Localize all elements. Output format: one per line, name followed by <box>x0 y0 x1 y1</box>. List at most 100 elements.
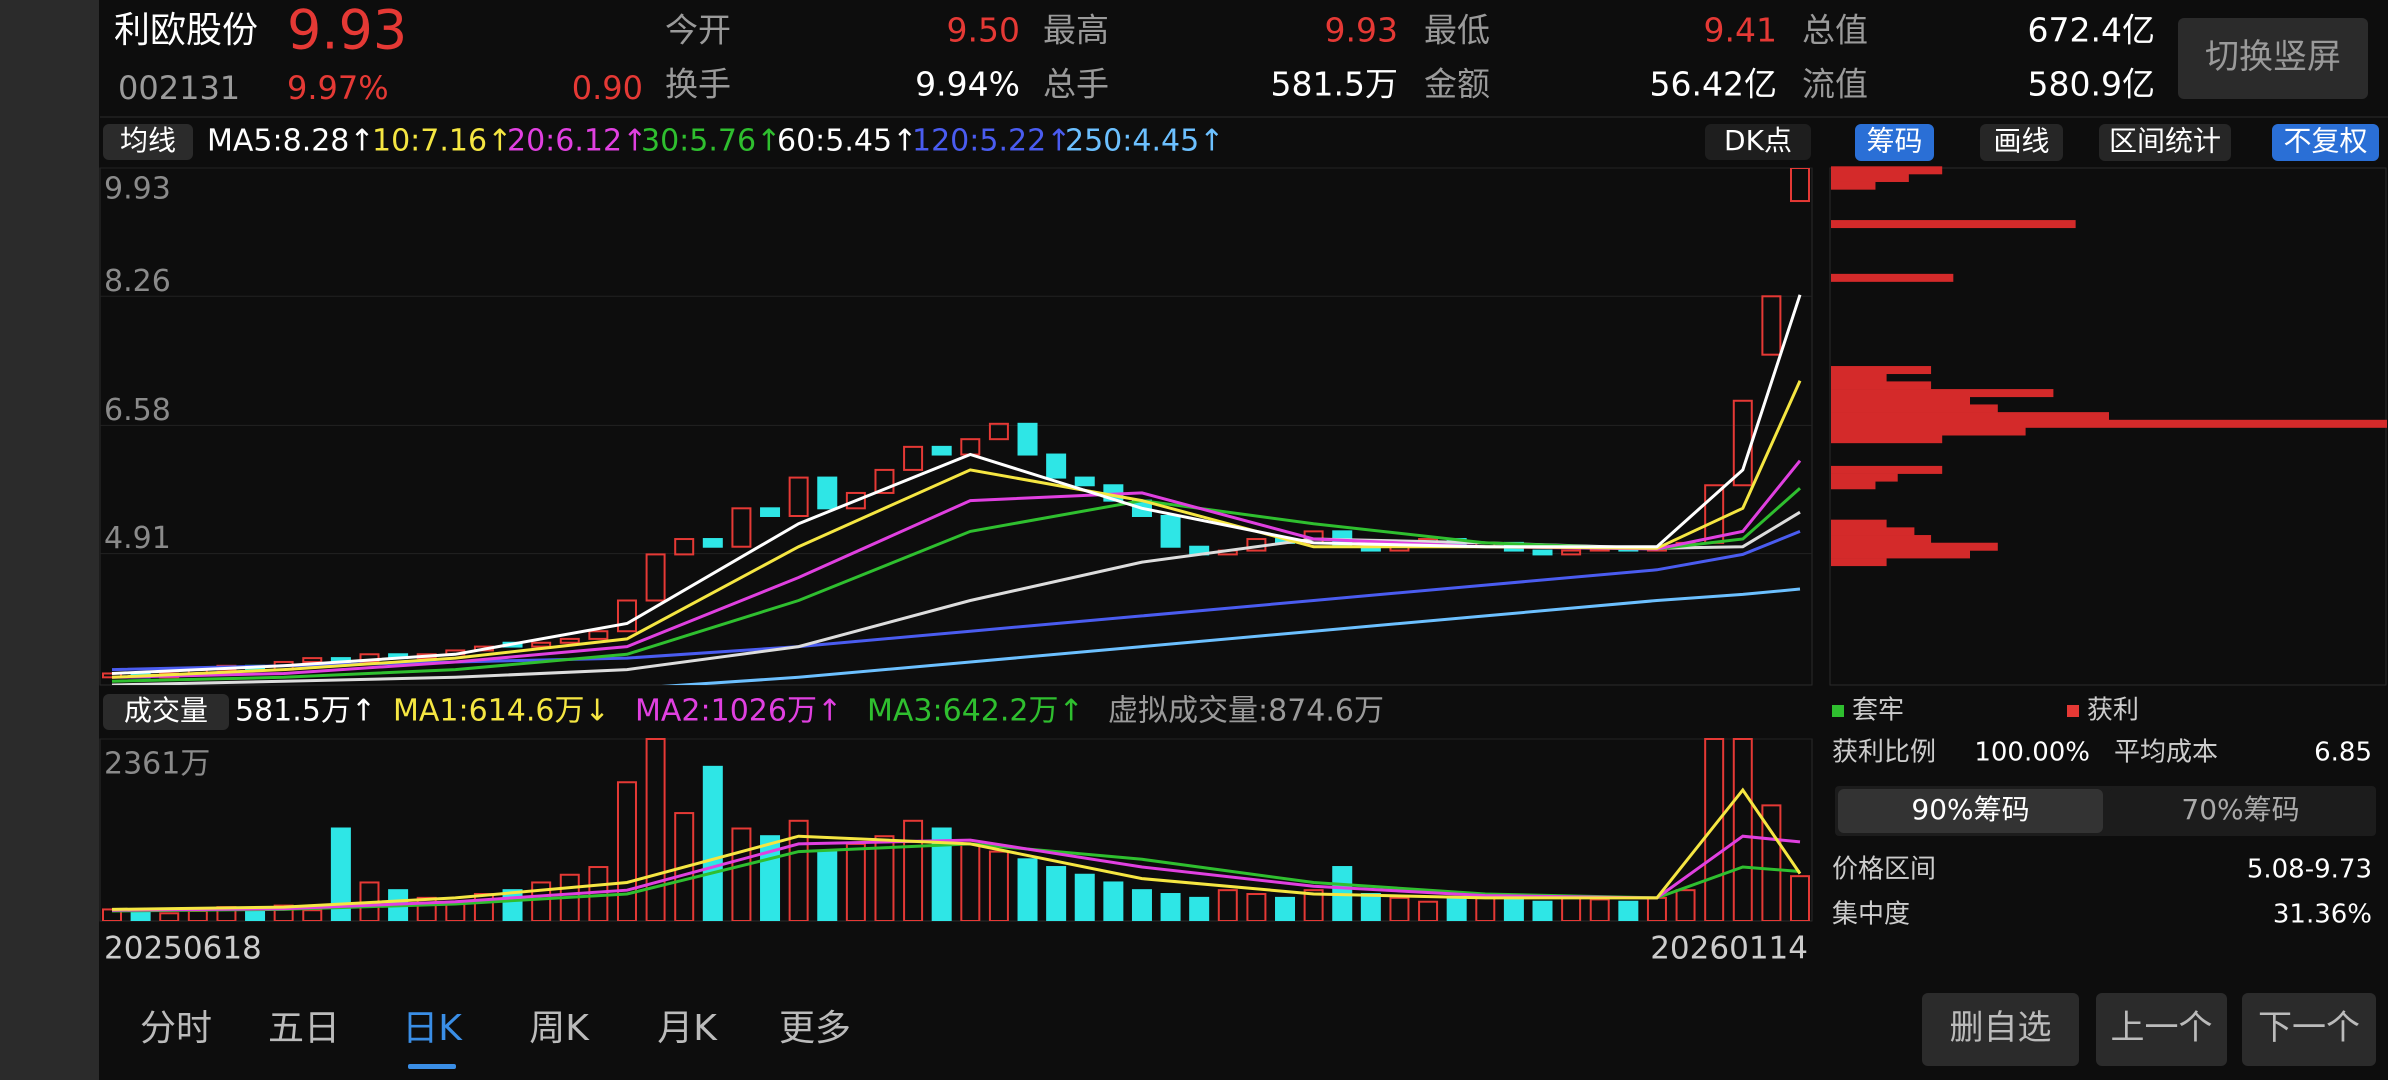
candles <box>102 168 1810 685</box>
candle-body <box>674 538 695 556</box>
switch-button-bg[interactable] <box>2178 18 2368 99</box>
volume-bar <box>1618 900 1639 921</box>
chip-tab-bg[interactable] <box>1838 789 2103 833</box>
chip-bar <box>1831 535 1932 544</box>
chip-tab[interactable]: 70%筹码 <box>2181 793 2299 826</box>
volume-bar <box>931 827 952 921</box>
period-tab[interactable]: 月K <box>657 1008 718 1049</box>
candle-body <box>931 445 952 456</box>
ma-legend: 60:5.45↑ <box>777 124 917 159</box>
legend-swatch <box>2067 705 2079 717</box>
tool-button-bg[interactable] <box>1855 124 1934 161</box>
chip-bar <box>1831 381 1932 390</box>
volume-selector-bg[interactable] <box>103 694 229 730</box>
legend-label: 套牢 <box>1852 696 1904 726</box>
period-tab[interactable]: 更多 <box>779 1008 851 1049</box>
action-button-bg[interactable] <box>2096 993 2227 1066</box>
volume-bar <box>273 904 294 921</box>
volume-bar <box>788 819 809 921</box>
tab-underline <box>408 1064 456 1069</box>
y-tick-label: 8.26 <box>104 264 171 299</box>
quote-value: 581.5万 <box>1271 65 1398 104</box>
candle-body <box>817 476 838 510</box>
stock-name: 利欧股份 <box>114 10 258 51</box>
quote-value: 9.93 <box>1325 11 1398 50</box>
volume-bars <box>102 738 1810 921</box>
volume-bar <box>1303 889 1324 921</box>
quote-label: 换手 <box>665 65 731 104</box>
volume-bar <box>1704 738 1725 921</box>
candle-body <box>302 657 323 663</box>
tool-button[interactable]: 画线 <box>1993 125 2049 158</box>
action-button-bg[interactable] <box>1922 993 2079 1066</box>
volume-bar <box>1761 804 1782 921</box>
tool-button-bg[interactable] <box>2272 124 2379 161</box>
candle-body <box>1761 295 1782 356</box>
change: 0.90 <box>572 69 643 107</box>
volume-bar <box>1503 896 1524 921</box>
candle-body <box>1074 476 1095 487</box>
volume-legend: MA1:614.6万↓ <box>393 694 610 729</box>
volume-bar <box>903 819 924 921</box>
tool-button-bg[interactable] <box>2099 124 2231 161</box>
candle-body <box>1017 422 1038 456</box>
volume-bar <box>1189 896 1210 921</box>
chip-bar <box>1831 273 1954 282</box>
quote-label: 总值 <box>1802 11 1868 50</box>
switch-button[interactable]: 切换竖屏 <box>2205 37 2341 77</box>
action-button-bg[interactable] <box>2242 993 2376 1066</box>
period-tab[interactable]: 日K <box>402 1008 463 1049</box>
action-button[interactable]: 下一个 <box>2258 1008 2360 1048</box>
volume-bar <box>1790 875 1810 921</box>
tool-button[interactable]: 不复权 <box>2283 125 2367 158</box>
ma-selector[interactable]: 均线 <box>120 124 176 157</box>
volume-bar <box>1131 889 1152 921</box>
quote-label: 最高 <box>1043 11 1109 50</box>
dk-button[interactable]: DK点 <box>1724 124 1792 157</box>
chip-tab[interactable]: 90%筹码 <box>1911 793 2029 826</box>
volume-legend: 虚拟成交量:874.6万 <box>1108 694 1384 729</box>
quote-value: 9.50 <box>947 11 1020 50</box>
ma-line <box>111 834 1801 912</box>
volume-bar <box>1418 900 1439 921</box>
period-tab[interactable]: 周K <box>529 1008 590 1049</box>
quote-label: 流值 <box>1802 65 1868 104</box>
volume-selector[interactable]: 成交量 <box>124 694 208 727</box>
dk-button-bg[interactable] <box>1705 124 1811 160</box>
quote-value: 580.9亿 <box>2028 65 2155 104</box>
quote-value: 56.42亿 <box>1650 65 1777 104</box>
ma-selector-bg[interactable] <box>103 124 193 160</box>
volume-bar <box>1275 896 1296 921</box>
volume-bar <box>1046 866 1067 921</box>
volume-bar <box>302 909 323 921</box>
volume-bar <box>1074 873 1095 921</box>
chip-tab-bg[interactable] <box>2108 789 2373 833</box>
period-tab[interactable]: 五日 <box>268 1008 340 1049</box>
chip-bar <box>1831 558 1887 567</box>
volume-bar <box>988 850 1009 921</box>
candle-body <box>559 637 580 644</box>
ma-line <box>111 380 1802 679</box>
chip-bar <box>1831 412 2109 421</box>
volume-bar <box>874 835 895 921</box>
ma-line <box>111 787 1802 911</box>
candle-body <box>531 641 552 648</box>
tool-button[interactable]: 筹码 <box>1866 125 1922 158</box>
tool-button[interactable]: 区间统计 <box>2109 125 2221 158</box>
chip-bar <box>1831 404 1998 413</box>
volume-bar <box>1589 898 1610 921</box>
ma-line <box>111 459 1802 679</box>
chip-bar <box>1831 481 1876 490</box>
chip-bar <box>1831 396 1970 405</box>
volume-bar <box>1389 896 1410 921</box>
chip-bar <box>1831 373 1887 382</box>
period-tab[interactable]: 分时 <box>140 1008 212 1049</box>
tool-button-bg[interactable] <box>1980 124 2063 161</box>
volume-legend: 581.5万↑ <box>235 694 376 729</box>
volume-bar <box>531 881 552 921</box>
action-button[interactable]: 删自选 <box>1950 1008 2052 1048</box>
action-button[interactable]: 上一个 <box>2111 1008 2213 1048</box>
candle-body <box>1046 453 1067 479</box>
date-label: 20260114 <box>1650 931 1808 967</box>
